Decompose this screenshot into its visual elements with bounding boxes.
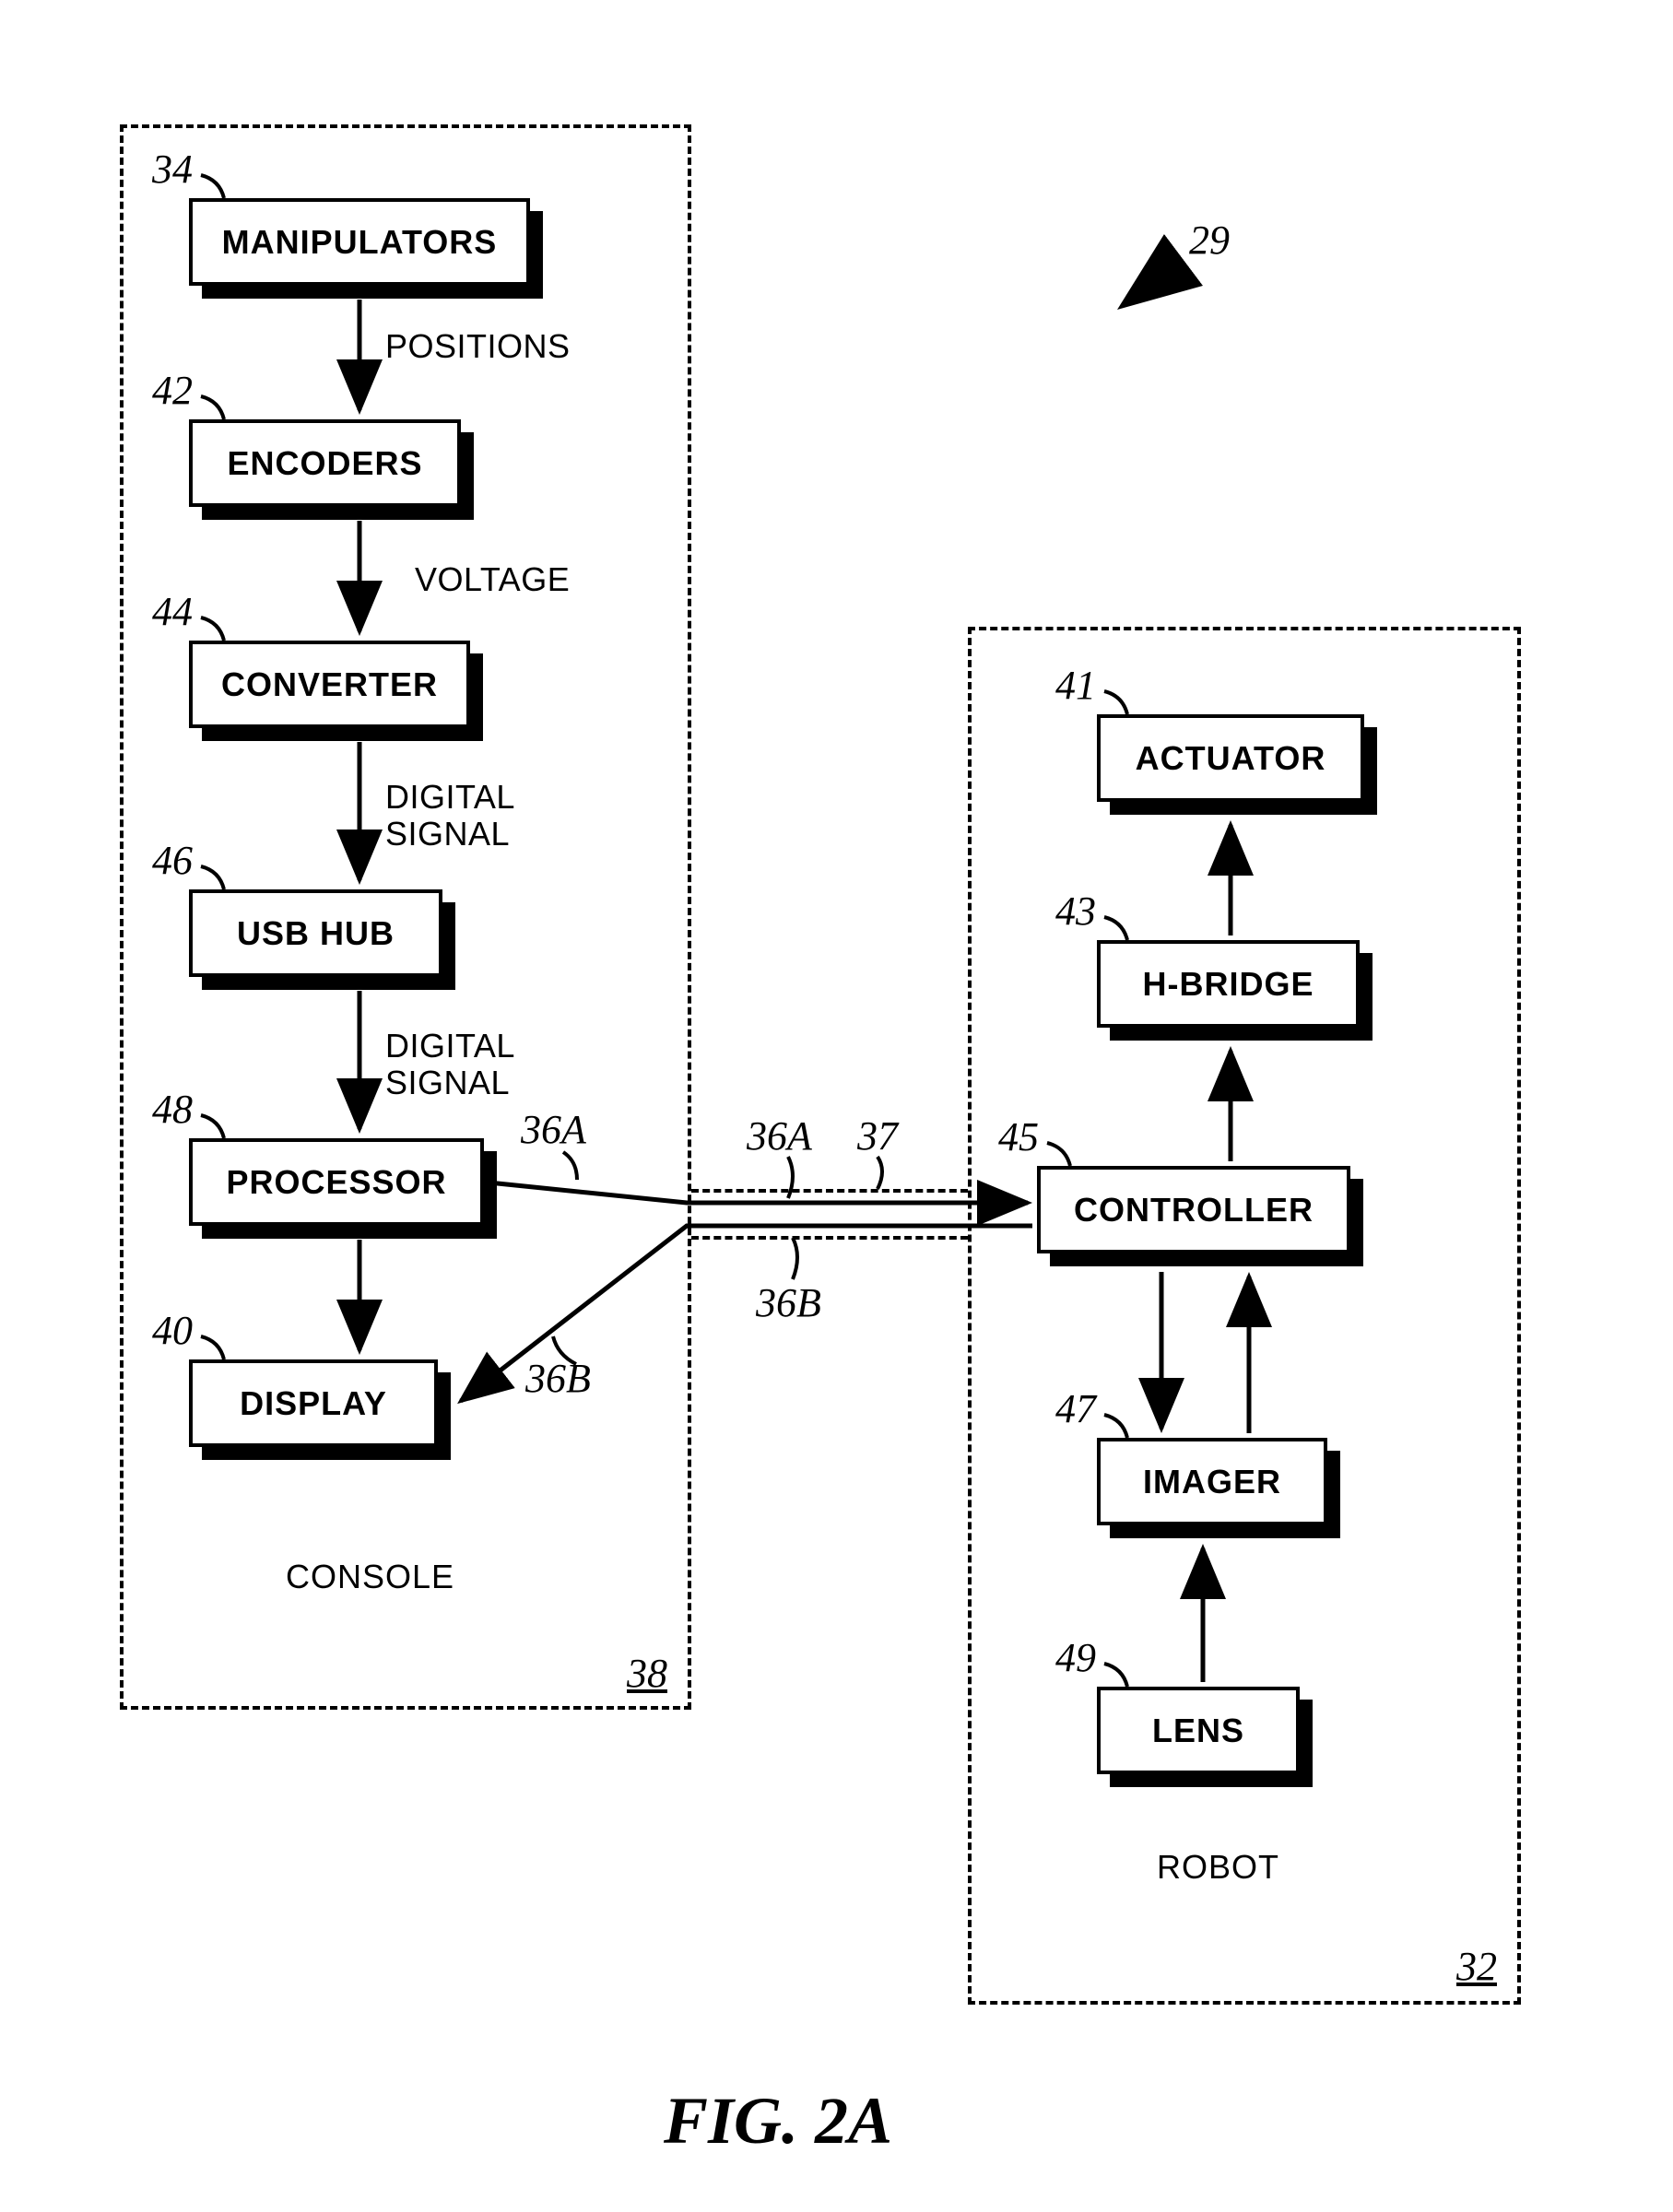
usb-hub-block: USB HUB: [189, 889, 442, 977]
ref-41-curve: [1077, 687, 1132, 724]
arrow-converter-usbhub: [350, 742, 369, 889]
usb-hub-label: USB HUB: [237, 914, 395, 953]
ref-36a-left: 36A: [521, 1106, 586, 1153]
lens-block: LENS: [1097, 1687, 1300, 1774]
ref-36b-mid-curve: [788, 1233, 816, 1284]
arrow-encoders-converter: [350, 521, 369, 641]
robot-label: ROBOT: [1157, 1848, 1279, 1887]
arrow-manipulators-encoders: [350, 300, 369, 419]
hbridge-label: H-BRIDGE: [1143, 965, 1314, 1004]
ref-47-curve: [1077, 1410, 1132, 1447]
link-36a: [484, 1180, 1037, 1226]
ref-36b-left-curve: [548, 1332, 585, 1369]
ref-36a-mid-curve: [783, 1152, 811, 1203]
ref-43-curve: [1077, 912, 1132, 949]
ref-48-curve: [173, 1111, 229, 1147]
imager-block: IMAGER: [1097, 1438, 1327, 1525]
encoders-label: ENCODERS: [227, 444, 422, 483]
ref-42-curve: [173, 392, 229, 429]
hbridge-block: H-BRIDGE: [1097, 940, 1360, 1028]
controller-block: CONTROLLER: [1037, 1166, 1350, 1253]
arrow-usbhub-processor: [350, 991, 369, 1138]
ref-37-curve: [866, 1152, 894, 1194]
ref-29-arrow: [1106, 258, 1189, 323]
arrow-processor-display: [350, 1240, 369, 1359]
label-digital-2: DIGITAL SIGNAL: [385, 1028, 515, 1100]
label-digital-1: DIGITAL SIGNAL: [385, 779, 515, 852]
ref-36a-left-curve: [559, 1147, 595, 1184]
ref-45-curve: [1019, 1138, 1075, 1175]
actuator-label: ACTUATOR: [1136, 739, 1326, 778]
imager-label: IMAGER: [1143, 1463, 1281, 1501]
controller-label: CONTROLLER: [1074, 1191, 1314, 1230]
arrow-lens-imager: [1194, 1539, 1212, 1687]
ref-46-curve: [173, 862, 229, 899]
arrow-controller-imager: [1152, 1267, 1171, 1438]
display-block: DISPLAY: [189, 1359, 438, 1447]
ref-38: 38: [627, 1650, 667, 1697]
label-positions: POSITIONS: [385, 327, 571, 366]
manipulators-block: MANIPULATORS: [189, 198, 530, 286]
console-label: CONSOLE: [286, 1558, 454, 1596]
display-label: DISPLAY: [240, 1384, 387, 1423]
figure-label: FIG. 2A: [664, 2083, 892, 2159]
arrow-controller-hbridge: [1221, 1041, 1240, 1166]
ref-29: 29: [1189, 217, 1230, 264]
converter-label: CONVERTER: [221, 665, 438, 704]
arrow-hbridge-actuator: [1221, 816, 1240, 940]
ref-36b-mid: 36B: [756, 1279, 821, 1326]
manipulators-label: MANIPULATORS: [222, 223, 498, 262]
arrow-imager-controller: [1240, 1267, 1258, 1438]
processor-block: PROCESSOR: [189, 1138, 484, 1226]
lens-label: LENS: [1152, 1712, 1244, 1750]
ref-34-curve: [173, 171, 229, 207]
label-voltage: VOLTAGE: [415, 560, 570, 599]
ref-49-curve: [1077, 1659, 1132, 1696]
ref-32: 32: [1456, 1943, 1497, 1990]
encoders-block: ENCODERS: [189, 419, 461, 507]
ref-44-curve: [173, 613, 229, 650]
ref-40-curve: [173, 1332, 229, 1369]
converter-block: CONVERTER: [189, 641, 470, 728]
processor-label: PROCESSOR: [226, 1163, 446, 1202]
actuator-block: ACTUATOR: [1097, 714, 1364, 802]
